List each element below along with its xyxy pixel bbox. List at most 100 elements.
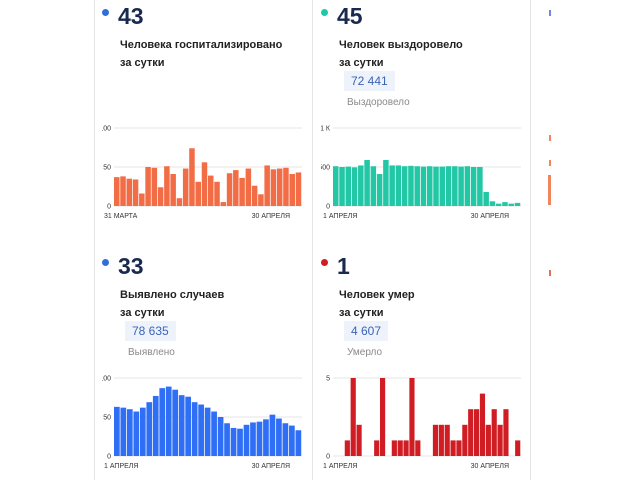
bar: [508, 203, 514, 206]
bar: [383, 159, 389, 206]
recovered-headline: 45: [321, 3, 363, 29]
recovered-total-label: Выздоровело: [347, 97, 410, 108]
bar: [152, 395, 159, 456]
bar: [276, 418, 282, 456]
bar: [269, 414, 276, 456]
cases-total: 78 635: [125, 321, 176, 341]
bar: [408, 165, 414, 206]
bar: [217, 417, 224, 456]
column-divider-left: [94, 0, 95, 480]
label-line-2: за сутки: [120, 57, 165, 69]
hospitalized-dot-icon: [102, 8, 109, 16]
bar: [364, 159, 370, 206]
recovered-dot-icon: [321, 8, 328, 16]
bar: [397, 440, 403, 456]
y-tick-label: 50: [103, 165, 111, 172]
bar: [450, 440, 456, 456]
cases-panel: 33 Выявлено случаев за сутки 78 635 Выяв…: [102, 250, 308, 482]
bar: [477, 167, 483, 206]
cases-label: Выявлено случаев за сутки: [120, 286, 224, 322]
bar: [195, 181, 201, 206]
cases-dot-icon: [102, 258, 109, 266]
y-tick-label: 50: [103, 415, 111, 422]
bar: [445, 166, 452, 206]
bar: [485, 424, 491, 456]
bar: [420, 166, 427, 206]
bar: [182, 168, 189, 206]
cases-bar-chart: 0 50 100 1 АПРЕЛЯ 30 АПРЕЛЯ: [102, 376, 302, 470]
y-tick-label: 1 К: [321, 126, 331, 133]
bar: [214, 181, 220, 206]
bar: [376, 174, 383, 206]
bar: [132, 179, 139, 206]
bar: [208, 175, 214, 206]
bar: [198, 404, 204, 456]
bar: [264, 165, 270, 206]
x-end-label: 30 АПРЕЛЯ: [471, 213, 509, 220]
bar: [164, 166, 170, 206]
bar: [339, 167, 345, 206]
label-line-1: Человека госпитализировано: [120, 39, 283, 51]
bar: [401, 166, 408, 206]
bar: [139, 407, 146, 456]
y-tick-label: 0: [326, 454, 330, 461]
x-end-label: 30 АПРЕЛЯ: [252, 213, 290, 220]
bar: [146, 402, 153, 456]
bar: [514, 202, 521, 206]
bar: [157, 187, 164, 206]
bar: [145, 167, 151, 206]
x-start-label: 31 МАРТА: [104, 213, 138, 220]
bar: [438, 424, 444, 456]
bar: [276, 168, 283, 206]
deaths-total-label: Умерло: [347, 347, 383, 358]
hospitalized-count: 43: [118, 2, 144, 29]
bar: [464, 166, 471, 206]
bar: [114, 406, 120, 456]
recovered-panel: 45 Человек выздоровело за сутки 72 441 В…: [321, 0, 527, 232]
label-line-1: Выявлено случаев: [120, 289, 225, 301]
x-start-label: 1 АПРЕЛЯ: [104, 463, 138, 470]
bar: [256, 421, 263, 456]
bar: [243, 424, 250, 456]
bar: [351, 167, 358, 206]
bar: [224, 423, 230, 456]
edge-mark: [549, 160, 551, 166]
cases-headline: 33: [102, 253, 144, 279]
y-tick-label: 100: [102, 126, 111, 133]
bar: [176, 198, 183, 206]
bar: [479, 393, 486, 456]
bar: [230, 427, 237, 456]
edge-mark: [549, 270, 551, 276]
bar: [270, 169, 277, 206]
recovered-bar-chart: 0 500 1 К 1 АПРЕЛЯ 30 АПРЕЛЯ: [321, 126, 521, 220]
bar: [120, 407, 127, 456]
hospitalized-headline: 43: [102, 2, 144, 29]
bar: [374, 440, 380, 456]
bar: [395, 165, 402, 206]
x-start-label: 1 АПРЕЛЯ: [323, 463, 357, 470]
bar: [433, 166, 439, 206]
bar: [220, 202, 227, 206]
bar: [458, 166, 464, 206]
bar: [414, 166, 420, 206]
bar: [344, 440, 350, 456]
y-tick-label: 100: [102, 376, 111, 383]
bar: [427, 166, 433, 206]
y-tick-label: 0: [326, 204, 330, 211]
deaths-dot-icon: [321, 258, 328, 266]
bar: [389, 165, 395, 206]
bar: [245, 168, 252, 206]
bar: [237, 428, 243, 456]
edge-mark: [548, 175, 551, 205]
bar: [133, 411, 140, 456]
bar: [289, 174, 295, 206]
deaths-headline: 1: [321, 253, 350, 279]
cases-total-label: Выявлено: [128, 347, 175, 358]
deaths-total: 4 607: [344, 321, 389, 341]
bar: [503, 409, 509, 456]
bar: [233, 170, 239, 206]
label-line-1: Человек выздоровело: [339, 39, 463, 51]
bar: [491, 409, 497, 456]
bar: [452, 166, 458, 206]
bar: [226, 173, 233, 206]
